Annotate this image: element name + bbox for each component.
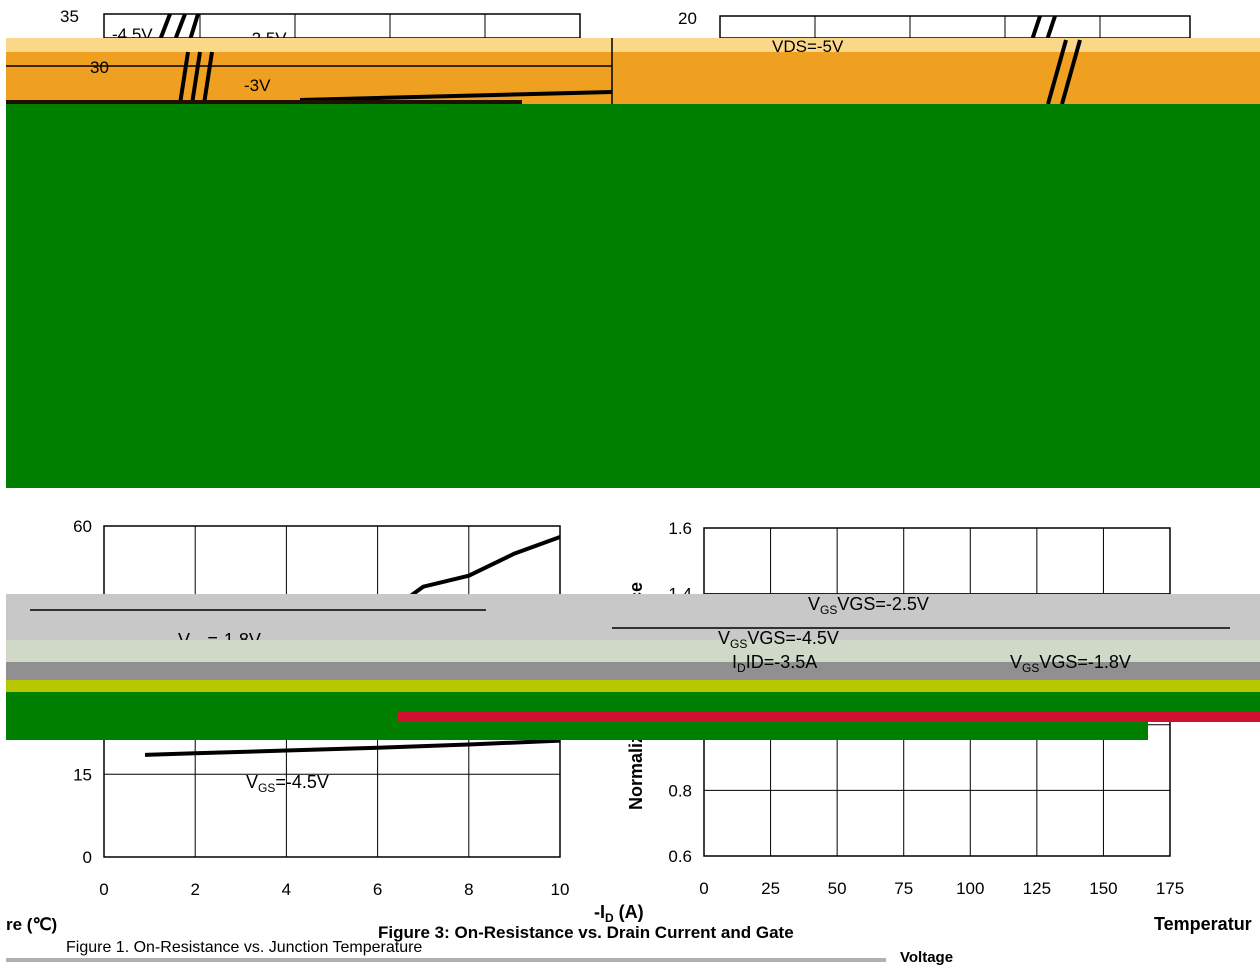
right-y-tick-label: 0.6 (668, 847, 692, 866)
top-right-curves (1030, 15, 1057, 41)
right-ann-id-3-5: IDID=-3.5A (732, 652, 817, 675)
bottom-caption-area: re (℃) Figure 3: On-Resistance vs. Drain… (6, 915, 953, 966)
right-x-tick-label: 75 (894, 879, 913, 898)
left-x-tick-label: 8 (464, 880, 473, 899)
left-x-tick-label: 2 (190, 880, 199, 899)
green-overlay-band-left (6, 712, 398, 740)
top-right-y-tick-20: 20 (678, 9, 697, 28)
right-x-tick-labels: 0 25 50 75 100 125 150 175 (699, 879, 1184, 898)
left-temperature-fragment: re (℃) (6, 915, 57, 934)
figure-1-caption-fragment: Figure 1. On-Resistance vs. Junction Tem… (66, 939, 422, 956)
right-x-tick-label: 175 (1156, 879, 1184, 898)
left-x-tick-label: 10 (551, 880, 570, 899)
top-left-y-tick-30: 30 (90, 58, 109, 77)
dark-gray-overlay-band (6, 662, 1260, 680)
left-y-tick-label: 15 (73, 765, 92, 784)
left-series-line-3 (144, 738, 561, 757)
right-x-tick-label: 0 (699, 879, 708, 898)
red-overlay-band (398, 712, 1260, 722)
top-left-vgs-label-c: -3V (244, 76, 271, 95)
middle-overlay-stripes: VGSVGS=-2.5V VGS=-1.8V VGSVGS=-4.5V IDID… (6, 594, 1260, 740)
top-left-curves (158, 13, 200, 41)
left-x-tick-label: 0 (99, 880, 108, 899)
right-ann-vgs-1-8: VGSVGS=-1.8V (1010, 652, 1131, 675)
top-left-y-tick-35: 35 (60, 7, 79, 26)
voltage-caption-fragment: Voltage (900, 949, 953, 966)
right-x-tick-label: 150 (1089, 879, 1117, 898)
right-y-tick-label: 0.8 (668, 781, 692, 800)
bottom-gray-rule (6, 958, 886, 962)
left-y-tick-label: 0 (83, 848, 92, 867)
green-overlay-band-right (398, 722, 1148, 740)
top-right-vds-label: VDS=-5V (772, 37, 844, 56)
orange-band-curve-flat (299, 90, 613, 102)
top-right-chart-fragment: 20 (678, 9, 1191, 41)
right-x-tick-label: 25 (761, 879, 780, 898)
right-x-tick-label: 100 (956, 879, 984, 898)
left-x-axis-label: -ID (A) (594, 902, 644, 925)
figure-3-caption: Figure 3: On-Resistance vs. Drain Curren… (378, 923, 794, 942)
left-legend-vgs-4-5: VGS=-4.5V (246, 772, 329, 795)
right-x-tick-label: 50 (828, 879, 847, 898)
orange-band-highlight (6, 38, 1260, 52)
yellow-green-overlay-band (6, 680, 1260, 692)
left-x-tick-labels: 0 2 4 6 8 10 (99, 880, 569, 899)
green-overlay-block (6, 104, 1260, 488)
top-right-plot-frame (719, 15, 1191, 39)
right-ann-vgs-4-5: VGSVGS=-4.5V (718, 628, 839, 651)
left-y-tick-label: 60 (73, 517, 92, 536)
orange-overlay-band: 30 -3V VDS=-5V (6, 37, 1260, 108)
right-x-tick-label: 125 (1023, 879, 1051, 898)
right-ann-vgs-2-5: VGSVGS=-2.5V (808, 594, 929, 617)
green-overlay-band (6, 692, 1260, 712)
gray-overlay-band (6, 594, 1260, 640)
right-x-axis-label-fragment: Temperatur (1154, 914, 1252, 934)
orange-band-curves (178, 39, 1082, 105)
right-y-tick-label: 1.6 (668, 519, 692, 538)
light-overlay-band (6, 640, 1260, 662)
left-x-tick-label: 6 (373, 880, 382, 899)
left-legend-vgs-4-5-value: =-4.5V (275, 772, 329, 792)
left-x-tick-label: 4 (282, 880, 291, 899)
